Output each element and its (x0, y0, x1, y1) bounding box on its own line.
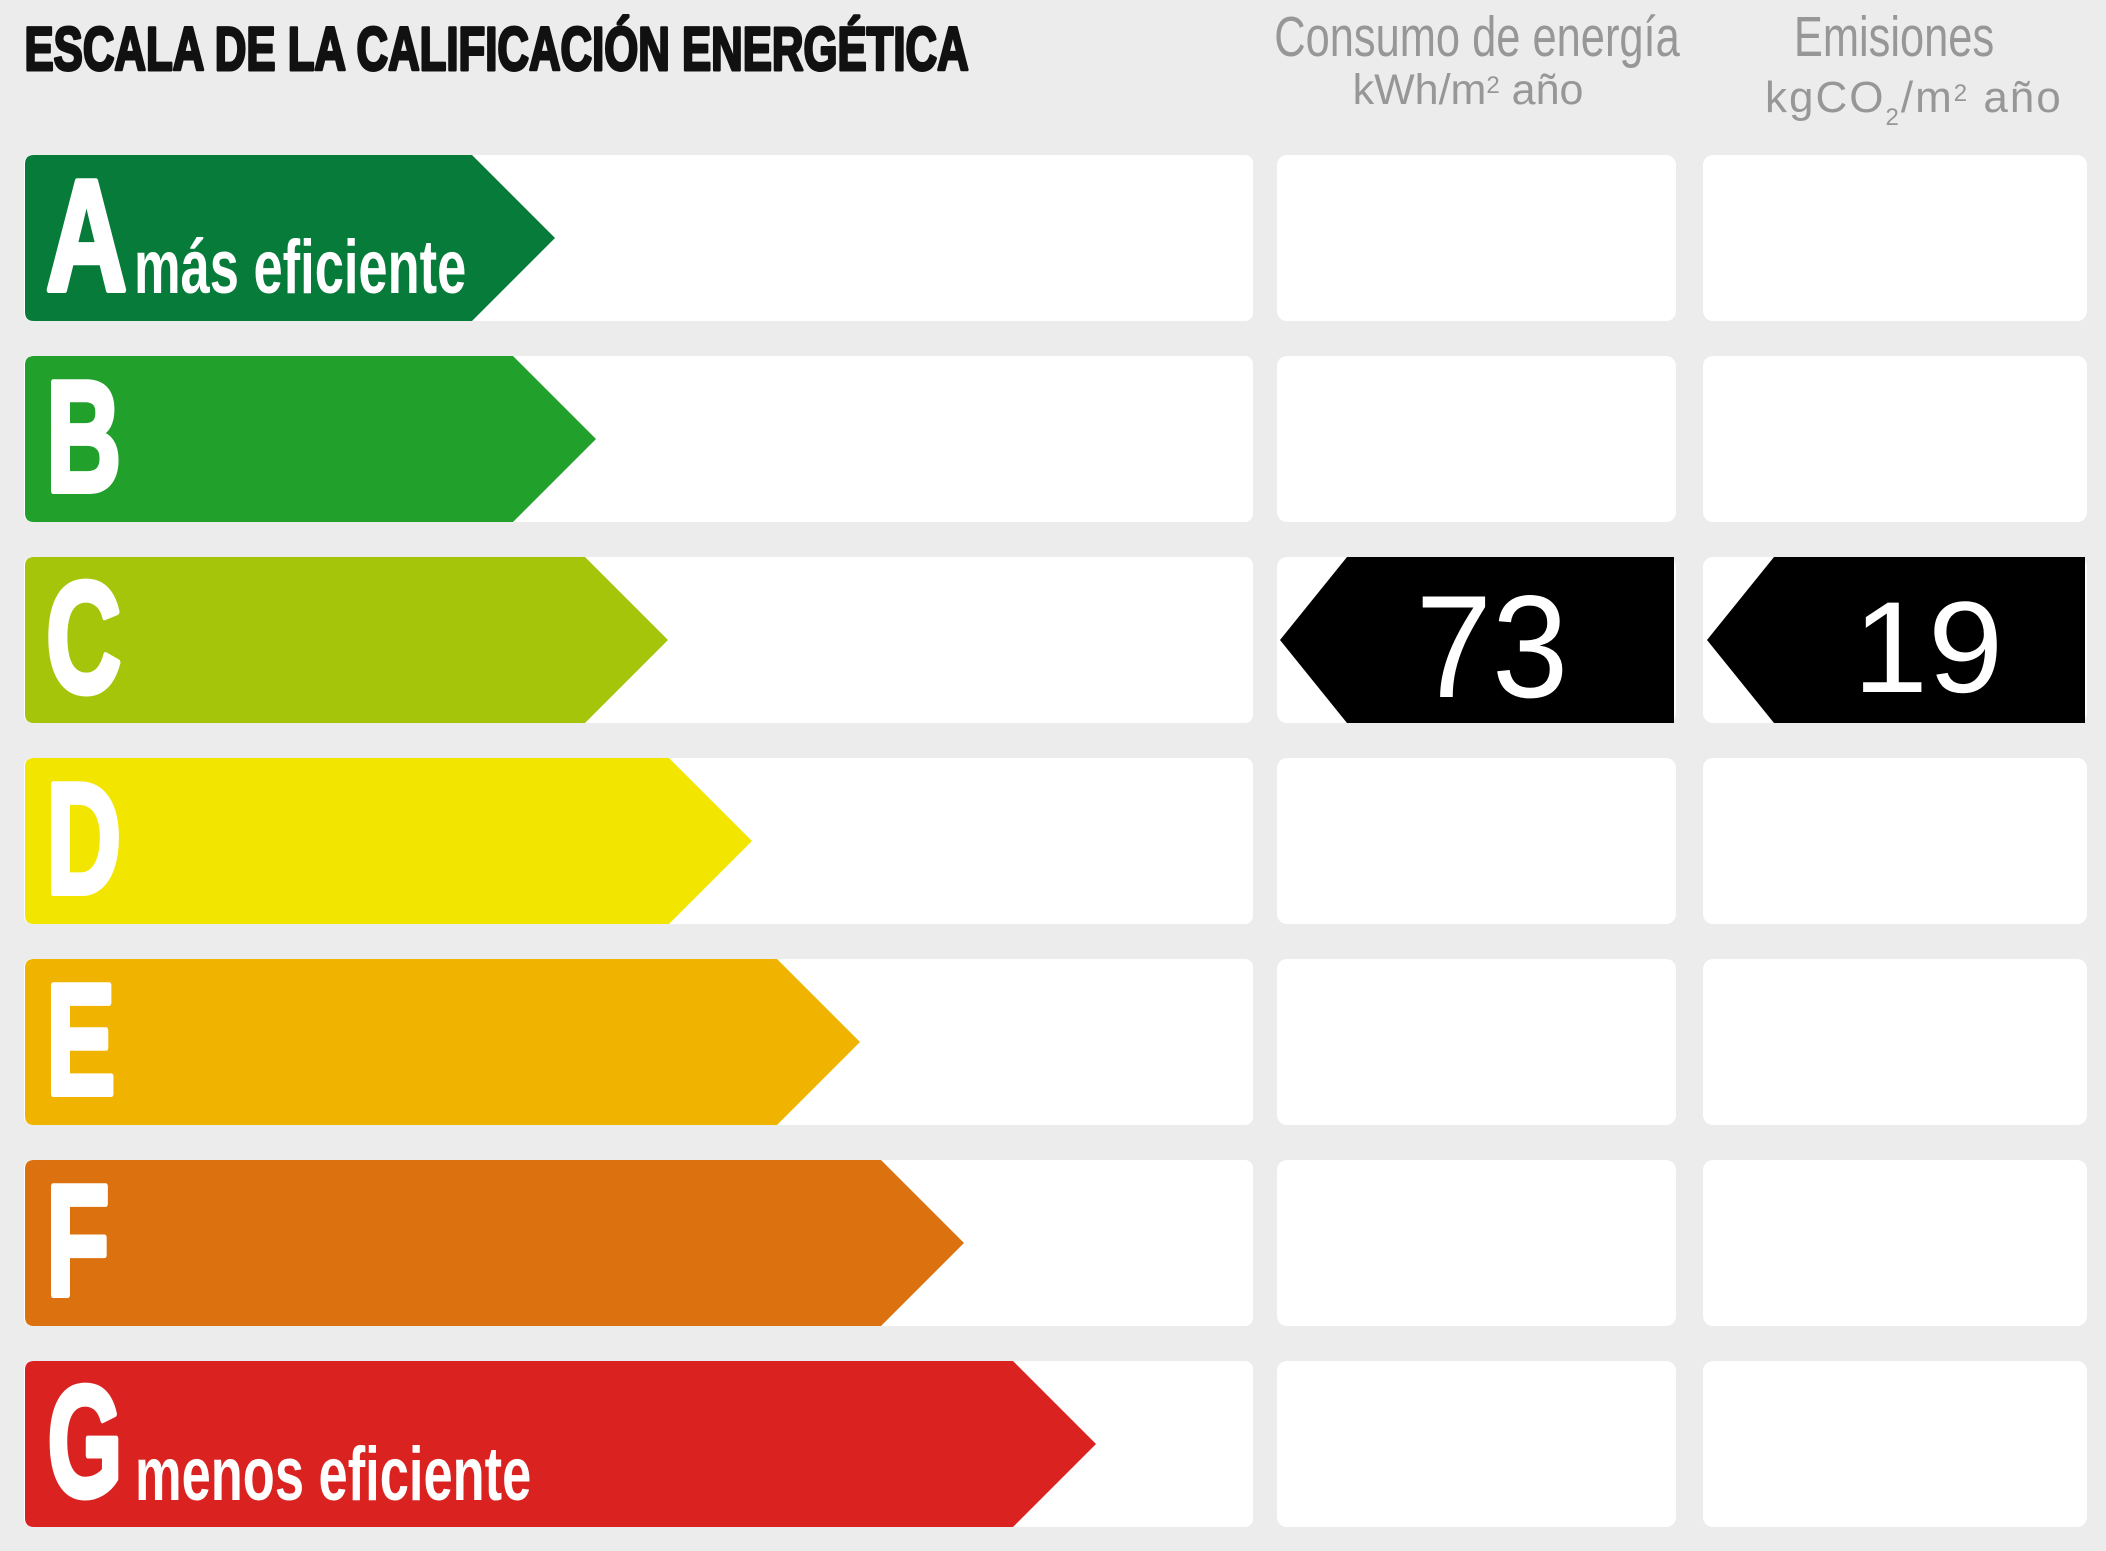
svg-text:Emisiones: Emisiones (1794, 4, 1994, 68)
svg-text:C: C (46, 550, 121, 726)
svg-text:ESCALA DE LA CALIFICACIÓN ENER: ESCALA DE LA CALIFICACIÓN ENERGÉTICA (25, 15, 969, 84)
svg-text:F: F (46, 1153, 110, 1329)
svg-text:D: D (46, 751, 121, 927)
svg-text:19: 19 (1853, 575, 2003, 720)
svg-text:más eficiente: más eficiente (134, 224, 466, 309)
svg-text:menos eficiente: menos eficiente (135, 1431, 531, 1516)
svg-text:A: A (46, 148, 127, 324)
svg-text:kWh/m2 año: kWh/m2 año (1353, 66, 1584, 114)
svg-text:G: G (48, 1354, 123, 1530)
svg-text:kgCO2/m2 año: kgCO2/m2 año (1765, 73, 2063, 131)
svg-text:Consumo de energía: Consumo de energía (1274, 4, 1680, 68)
svg-text:E: E (46, 952, 116, 1128)
svg-text:B: B (46, 349, 121, 525)
svg-text:73: 73 (1416, 566, 1569, 729)
